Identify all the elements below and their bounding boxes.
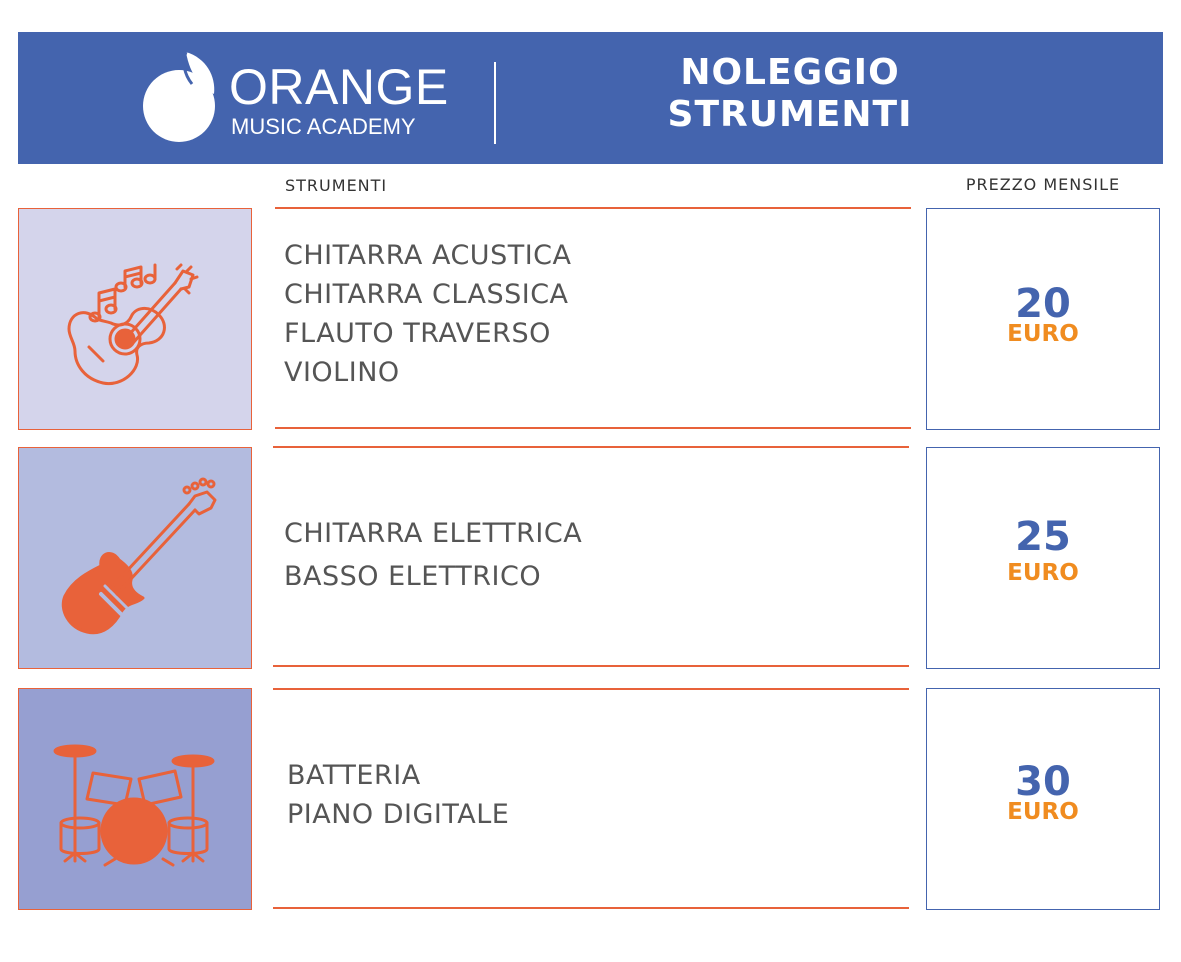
row-2-bottom-rule [273, 665, 909, 667]
row-2-price-box: 25 EURO [926, 447, 1160, 669]
price-unit: EURO [1007, 799, 1079, 825]
brand-subtitle: MUSIC ACADEMY [231, 114, 416, 139]
list-item: CHITARRA ELETTRICA [284, 518, 583, 549]
drum-kit-icon [53, 744, 215, 867]
header-banner: ORANGE MUSIC ACADEMY NOLEGGIO STRUMENTI [18, 32, 1163, 164]
row-3-icon-box [18, 688, 252, 910]
row-1-icon-box [18, 208, 252, 430]
row-2-icon-box [18, 447, 252, 669]
header-divider [494, 62, 496, 144]
orange-logo-icon [143, 51, 215, 142]
brand-name: ORANGE [229, 59, 449, 115]
list-item: FLAUTO TRAVERSO [284, 318, 551, 349]
row-2-top-rule [273, 446, 909, 448]
list-item: CHITARRA CLASSICA [284, 279, 569, 310]
price-value: 25 [1015, 514, 1071, 560]
row-1-instrument-list: CHITARRA ACUSTICA CHITARRA CLASSICA FLAU… [284, 240, 572, 396]
page-title: NOLEGGIO STRUMENTI [618, 52, 962, 136]
row-1-top-rule [275, 207, 911, 209]
price-unit: EURO [1007, 560, 1079, 586]
list-item: CHITARRA ACUSTICA [284, 240, 572, 271]
list-item: VIOLINO [284, 357, 400, 388]
column-label-instruments: STRUMENTI [285, 176, 388, 195]
row-3-bottom-rule [273, 907, 909, 909]
row-1-price-box: 20 EURO [926, 208, 1160, 430]
column-label-monthly-price: PREZZO MENSILE [965, 175, 1121, 194]
price-value: 30 [1015, 759, 1071, 805]
row-1-bottom-rule [275, 427, 911, 429]
row-3-price-box: 30 EURO [926, 688, 1160, 910]
row-3-instrument-list: BATTERIA PIANO DIGITALE [287, 760, 509, 838]
list-item: BASSO ELETTRICO [284, 561, 542, 592]
list-item: BATTERIA [287, 760, 421, 791]
list-item: PIANO DIGITALE [287, 799, 510, 830]
electric-guitar-icon [61, 477, 217, 635]
price-value: 20 [1015, 281, 1071, 327]
row-3-top-rule [273, 688, 909, 690]
row-2-instrument-list: CHITARRA ELETTRICA BASSO ELETTRICO [284, 518, 582, 604]
acoustic-guitar-icon [67, 263, 199, 386]
page-title-line2: STRUMENTI [667, 94, 913, 135]
page-title-line1: NOLEGGIO [680, 52, 900, 93]
price-unit: EURO [1007, 321, 1079, 347]
